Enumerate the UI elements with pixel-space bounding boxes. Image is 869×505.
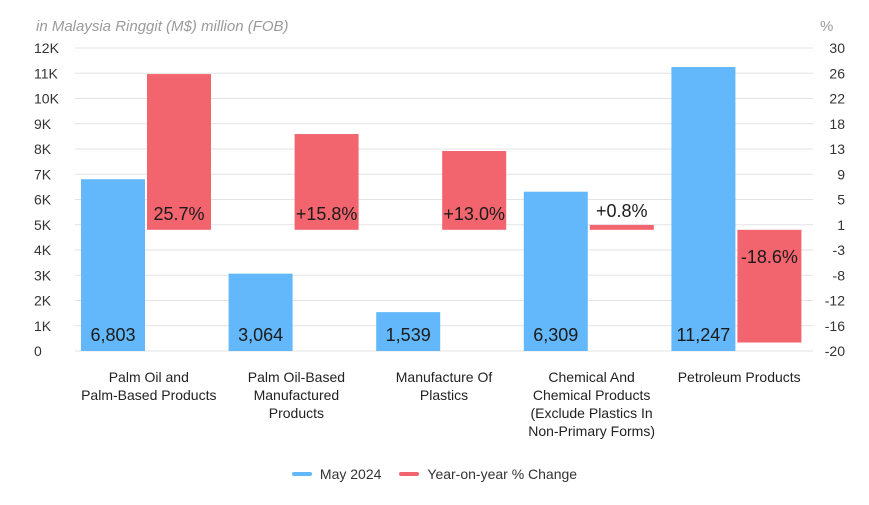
right-tick-label: 13 bbox=[829, 141, 845, 157]
bar-label-yoy-change: +15.8% bbox=[296, 204, 358, 224]
category-label: Non-Primary Forms) bbox=[528, 423, 655, 439]
left-tick-label: 11K bbox=[34, 65, 59, 81]
left-tick-label: 4K bbox=[34, 242, 52, 258]
left-tick-label: 6K bbox=[34, 192, 52, 208]
right-axis-unit: % bbox=[820, 18, 834, 35]
bar-may-2024 bbox=[523, 191, 588, 351]
right-tick-label: 9 bbox=[837, 166, 845, 182]
bar-yoy-change bbox=[147, 74, 211, 230]
category-label: Chemical Products bbox=[533, 387, 651, 403]
left-tick-label: 3K bbox=[34, 267, 52, 283]
category-label: Petroleum Products bbox=[678, 369, 801, 385]
bar-label-may-2024: 1,539 bbox=[386, 325, 431, 345]
category-label: Palm Oil-Based bbox=[248, 369, 345, 385]
category-label: Chemical And bbox=[548, 369, 634, 385]
bar-label-may-2024: 11,247 bbox=[677, 325, 731, 345]
right-tick-label: -12 bbox=[825, 293, 845, 309]
right-tick-label: -8 bbox=[833, 267, 846, 283]
left-tick-label: 9K bbox=[34, 116, 52, 132]
bar-may-2024 bbox=[671, 67, 736, 352]
left-tick-label: 10K bbox=[34, 91, 60, 107]
right-tick-label: -20 bbox=[825, 343, 845, 359]
right-tick-label: -16 bbox=[825, 318, 845, 334]
bar-label-may-2024: 3,064 bbox=[238, 325, 283, 345]
category-label: Manufacture Of bbox=[396, 369, 493, 385]
right-tick-label: -3 bbox=[833, 242, 846, 258]
right-tick-label: 18 bbox=[829, 116, 845, 132]
bar-yoy-change bbox=[442, 151, 507, 230]
right-tick-label: 26 bbox=[829, 65, 845, 81]
bar-may-2024 bbox=[376, 312, 441, 351]
category-label: Products bbox=[269, 405, 324, 421]
right-tick-label: 22 bbox=[829, 91, 845, 107]
category-label: Manufactured bbox=[254, 387, 340, 403]
left-tick-label: 1K bbox=[34, 318, 52, 334]
left-tick-label: 0 bbox=[34, 343, 42, 359]
left-tick-label: 7K bbox=[34, 166, 52, 182]
left-tick-label: 2K bbox=[34, 293, 52, 309]
bar-may-2024 bbox=[228, 273, 293, 351]
bar-label-yoy-change: +13.0% bbox=[443, 204, 505, 224]
left-tick-label: 12K bbox=[34, 40, 60, 56]
right-tick-label: 30 bbox=[829, 40, 845, 56]
bar-label-may-2024: 6,803 bbox=[90, 325, 135, 345]
bar-label-yoy-change: -18.6% bbox=[741, 247, 798, 267]
right-tick-label: 5 bbox=[837, 192, 845, 208]
left-tick-label: 8K bbox=[34, 141, 52, 157]
bar-label-yoy-change: 25.7% bbox=[153, 204, 204, 224]
bar-yoy-change bbox=[294, 134, 359, 230]
legend-item-may-2024[interactable]: May 2024 bbox=[291, 466, 382, 482]
legend-swatch-may-2024 bbox=[291, 472, 312, 476]
bar-may-2024 bbox=[81, 179, 145, 351]
category-label: (Exclude Plastics In bbox=[531, 405, 653, 421]
left-axis-unit: in Malaysia Ringgit (M$) million (FOB) bbox=[36, 18, 289, 35]
category-label: Plastics bbox=[420, 387, 468, 403]
category-label: Palm Oil and bbox=[109, 369, 189, 385]
bar-yoy-change bbox=[737, 229, 802, 343]
legend: May 2024 Year-on-year % Change bbox=[0, 466, 869, 482]
legend-label-may-2024: May 2024 bbox=[319, 466, 382, 482]
legend-label-yoy-change: Year-on-year % Change bbox=[427, 466, 578, 482]
bar-label-yoy-change: +0.8% bbox=[596, 201, 648, 221]
legend-swatch-yoy-change bbox=[399, 472, 420, 476]
category-label: Palm-Based Products bbox=[81, 387, 216, 403]
legend-item-yoy-change[interactable]: Year-on-year % Change bbox=[399, 466, 577, 482]
right-tick-label: 1 bbox=[837, 217, 845, 233]
left-tick-label: 5K bbox=[34, 217, 52, 233]
bar-label-may-2024: 6,309 bbox=[533, 325, 578, 345]
bar-yoy-change bbox=[589, 224, 654, 230]
